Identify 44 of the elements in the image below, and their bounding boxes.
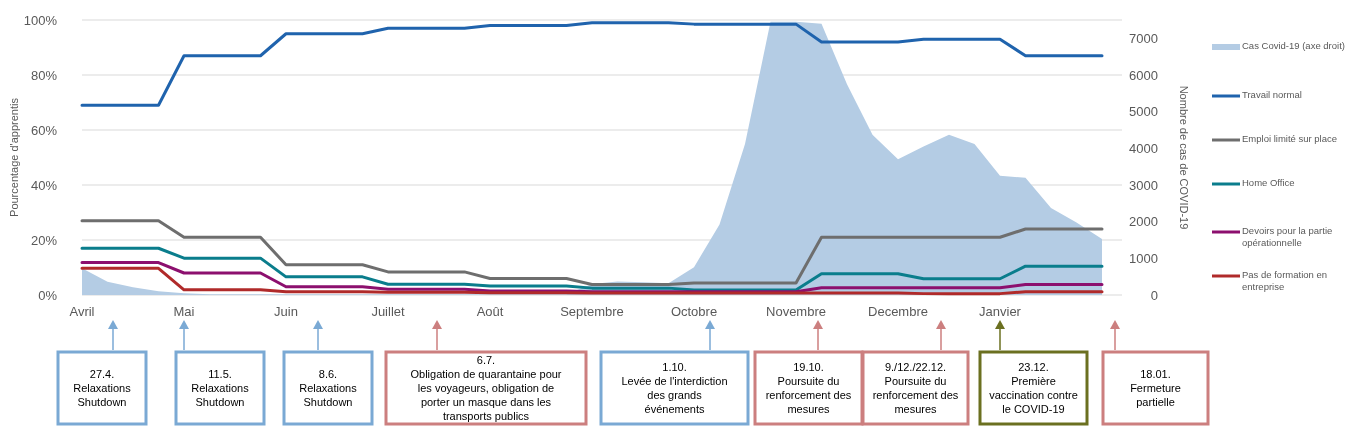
y-axis-title: Pourcentage d'apprentis [8, 97, 20, 217]
x-tick-label: Juin [274, 304, 298, 319]
text: 27.4. Relaxations Shutdown [73, 367, 132, 408]
y-tick-label: 40% [30, 177, 58, 193]
x-tick-label: Juillet [371, 304, 405, 319]
y2-tick-label: 2000 [1129, 214, 1158, 230]
text: 9./12./22.12. Poursuite du renforcement des mesures [872, 360, 959, 415]
x-tick-label: Septembre [560, 304, 624, 319]
text: 11.5. Relaxations Shutdown [191, 367, 250, 408]
text: 19.10. Poursuite du renforcement des mesures [765, 360, 852, 415]
y-tick-label: 20% [30, 232, 58, 248]
legend-label: Devoirs pour la partie opérationnelle [1242, 225, 1334, 249]
y-tick-label: 60% [30, 122, 58, 138]
y2-tick-label: 0 [1150, 287, 1158, 303]
legend-label: Home Office [1242, 177, 1296, 189]
y2-tick-label: 7000 [1129, 30, 1158, 46]
line-series [80, 21, 1104, 107]
y2-tick-label: 3000 [1129, 177, 1158, 193]
text: 18.01. Fermeture partielle [1130, 367, 1181, 408]
y2-axis-title: Nombre de cas de COVID-19 [1178, 85, 1190, 230]
y2-tick-label: 5000 [1129, 104, 1158, 120]
y-tick-label: 80% [30, 67, 58, 83]
y-tick-label: 100% [23, 12, 58, 28]
x-tick-label: Août [476, 304, 504, 319]
x-tick-label: Octobre [670, 304, 718, 319]
legend-label: Pas de formation en entreprise [1242, 269, 1329, 293]
x-tick-label: Mai [173, 304, 195, 319]
x-tick-label: Janvier [979, 304, 1022, 319]
line-series [80, 219, 1104, 287]
legend-label: Emploi limité sur place [1242, 133, 1339, 145]
y2-tick-label: 1000 [1129, 250, 1158, 266]
x-tick-label: Avril [69, 304, 95, 319]
legend-label: Cas Covid-19 (axe droit) [1242, 40, 1346, 52]
legend-label: Travail normal [1242, 89, 1303, 101]
x-tick-label: Decembre [868, 304, 928, 319]
x-tick-label: Novembre [766, 304, 826, 319]
text: 1.10. Levée de l'interdiction des grands événements [621, 360, 728, 415]
text: 8.6. Relaxations Shutdown [299, 367, 358, 408]
y2-tick-label: 6000 [1129, 67, 1158, 83]
text: 6.7. Obligation de quarantaine pour les voyageurs, obligation de porter un masque dans les transports publics [410, 353, 562, 422]
y2-tick-label: 4000 [1129, 140, 1158, 156]
y-tick-label: 0% [38, 287, 58, 303]
line-series [80, 246, 1104, 292]
text: 23.12. Première vaccination contre le COVID-19 [989, 360, 1078, 415]
